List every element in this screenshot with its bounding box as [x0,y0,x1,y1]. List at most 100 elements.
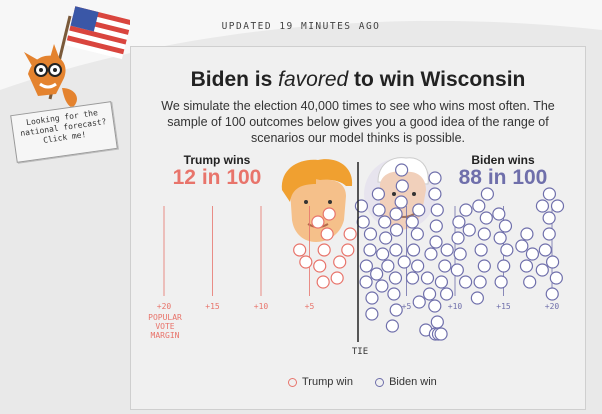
biden-outcome-dot [439,287,454,301]
biden-outcome-dot [477,259,491,273]
biden-outcome-dot [542,211,556,225]
biden-outcome-dot [370,267,384,281]
biden-outcome-dot [365,307,379,321]
biden-outcome-dot [405,215,419,229]
biden-outcome-dot [520,227,534,241]
trump-outcome-dot [311,215,325,229]
biden-outcome-dot [477,227,491,241]
biden-outcome-dot [479,211,493,225]
legend-biden-label: Biden win [389,376,437,389]
biden-outcome-dot [515,239,529,253]
biden-outcome-dot [387,287,401,301]
biden-outcome-dot [363,227,378,241]
biden-outcome-dot [493,231,507,245]
biden-outcome-dot [363,243,377,257]
biden-outcome-dot [451,231,465,245]
biden-outcome-dot [389,303,403,317]
biden-outcome-dot [480,187,494,201]
biden-wins-count: 88 in 100 [458,166,548,189]
biden-outcome-dot [519,259,534,273]
biden-outcome-dot [430,315,444,329]
legend: Trump win Biden win [288,376,437,388]
biden-outcome-dot [356,215,370,229]
biden-outcome-dot [428,171,442,185]
biden-outcome-dot [389,207,403,221]
biden-outcome-dot [397,255,411,269]
page-title: Biden is favored to win Wisconsin [190,68,526,91]
biden-outcome-dot [538,243,552,257]
legend-trump-label: Trump win [302,376,353,389]
biden-outcome-dot [434,327,448,341]
biden-outcome-dot [470,291,484,305]
trump-outcome-dot [316,275,330,289]
biden-outcome-dot [535,199,550,213]
biden-outcome-dot [434,275,449,289]
biden-outcome-dot [497,259,511,273]
tie-label: TIE [351,347,369,357]
biden-outcome-dot [388,271,403,285]
fox-mascot-icon[interactable] [20,4,130,112]
trump-wins-count: 12 in 100 [172,166,262,189]
biden-outcome-dot [379,231,393,245]
trump-wins-label: Trump wins [183,153,251,167]
title-emphasis: favored [278,68,349,91]
biden-outcome-dot [375,279,389,293]
biden-outcome-dot [452,215,466,229]
biden-outcome-dot [385,319,399,333]
popular-vote-margin-caption: POPULAR VOTE MARGIN [148,313,182,340]
biden-outcome-dot [389,243,403,257]
biden-wins-label: Biden wins [471,153,535,167]
biden-outcome-dot [542,187,557,201]
biden-outcome-dot [550,199,565,213]
biden-outcome-dot [545,255,560,269]
biden-outcome-dot [372,203,386,217]
biden-outcome-dot [472,199,486,213]
tick-label: +5 [401,302,412,311]
biden-outcome-dot [535,263,549,277]
tick-label: +5 [304,302,315,311]
biden-legend-swatch [375,377,385,387]
biden-outcome-dot [412,295,426,309]
trump-outcome-dot [293,243,307,257]
biden-outcome-dot [395,163,409,177]
trump-outcome-dot [317,243,331,257]
trump-portrait-icon [281,159,353,242]
biden-outcome-dot [462,223,476,237]
biden-outcome-dot [429,235,443,249]
biden-outcome-dot [500,243,514,257]
biden-outcome-dot [412,203,426,217]
biden-outcome-dot [395,179,409,193]
trump-outcome-dot [341,243,355,257]
biden-outcome-dot [440,243,454,257]
biden-outcome-dot [359,259,373,273]
outcome-dot-plot [163,157,565,342]
biden-outcome-dot [428,187,442,201]
biden-outcome-dot [411,259,425,273]
subtitle: We simulate the election 40,000 times to… [161,99,555,145]
biden-outcome-dot [474,243,488,257]
biden-outcome-dot [378,215,392,229]
biden-outcome-dot [494,275,508,289]
biden-outcome-dot [406,243,421,257]
biden-outcome-dot [429,219,443,233]
biden-outcome-dot [394,195,408,209]
biden-outcome-dot [450,263,464,277]
biden-outcome-dot [459,203,473,217]
trump-outcome-dot [313,259,327,273]
trump-outcome-dot [330,271,344,285]
biden-outcome-dot [420,271,435,285]
biden-outcome-dot [545,287,559,301]
trump-outcome-dot [299,255,313,269]
biden-outcome-dot [376,247,390,261]
tick-label: +15 [205,302,220,311]
biden-outcome-dot [354,199,369,213]
tick-label: +20 [156,302,172,311]
biden-outcome-dot [430,203,444,217]
tick-label: +20 [544,302,560,311]
biden-outcome-dot [549,271,563,285]
biden-outcome-dot [371,187,385,201]
biden-outcome-dot [458,275,473,289]
trump-outcome-dot [320,227,334,241]
biden-outcome-dot [428,299,442,313]
